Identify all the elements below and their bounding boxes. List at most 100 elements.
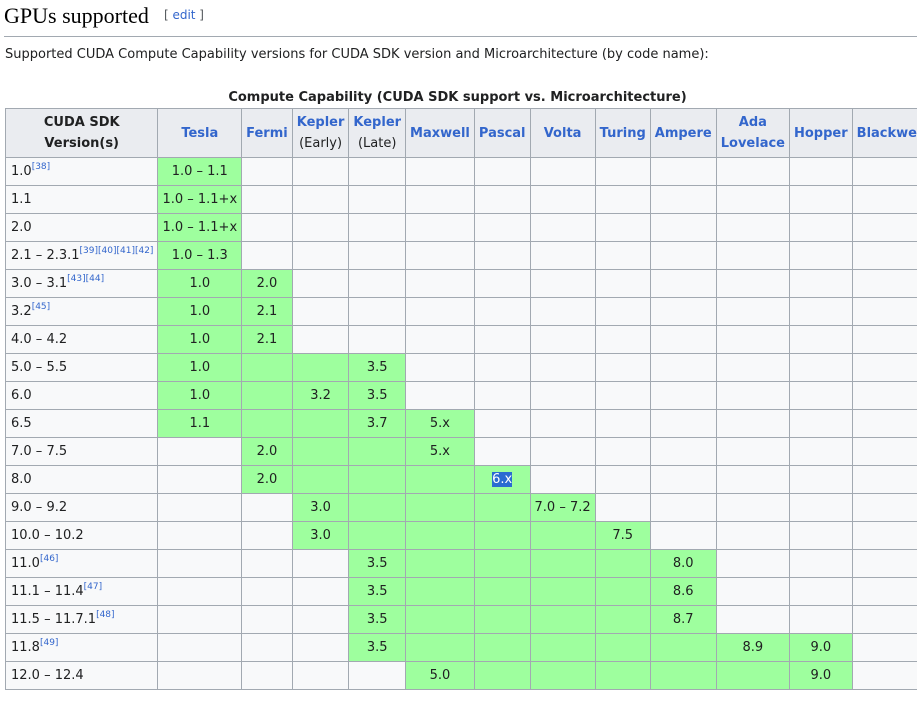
reference-link[interactable]: [49]	[39, 638, 59, 648]
supported-cell: 8.7	[649, 605, 717, 634]
empty-cell	[291, 269, 350, 298]
column-header-link[interactable]: Kepler	[353, 115, 401, 130]
column-header-link[interactable]: Ampere	[655, 126, 712, 141]
column-header-turing[interactable]: Turing	[594, 108, 651, 158]
empty-cell	[649, 213, 717, 242]
empty-cell	[715, 381, 791, 410]
supported-cell	[348, 521, 407, 550]
sdk-version-label: 2.1 – 2.3.1	[11, 248, 80, 263]
column-header-tesla[interactable]: Tesla	[157, 108, 243, 158]
section-heading: GPUs supported [ edit ]	[4, 2, 917, 37]
column-header-link[interactable]: Blackwell	[857, 126, 917, 141]
intro-text: Supported CUDA Compute Capability versio…	[5, 47, 709, 62]
sdk-version-label: 8.0	[11, 472, 32, 487]
column-header-link[interactable]: Turing	[600, 126, 646, 141]
reference-link[interactable]: [46]	[39, 554, 59, 564]
column-header-link-line2[interactable]: Lovelace	[721, 136, 785, 151]
empty-cell	[594, 409, 651, 438]
empty-cell	[157, 549, 243, 578]
capability-value: 1.0 – 1.3	[171, 248, 228, 263]
empty-cell	[789, 437, 853, 466]
supported-cell	[529, 661, 596, 690]
empty-cell	[715, 185, 791, 214]
column-header-fermi[interactable]: Fermi	[241, 108, 293, 158]
column-header-link[interactable]: Volta	[544, 126, 582, 141]
supported-cell: 9.0	[789, 661, 853, 690]
sdk-version-label: 10.0 – 10.2	[11, 528, 84, 543]
table-row: 9.0 – 9.2 3.0 7.0 – 7.2	[4, 493, 917, 522]
column-header-line1: Fermi	[246, 125, 288, 141]
supported-cell	[473, 577, 531, 606]
supported-cell	[473, 605, 531, 634]
table-row: 11.8[49] 3.5 8.9 9.0	[4, 633, 917, 662]
empty-cell	[789, 381, 853, 410]
empty-cell	[789, 549, 853, 578]
column-header-line1: Blackwell	[856, 125, 917, 141]
sdk-version-label: 12.0 – 12.4	[11, 668, 84, 683]
sdk-version-cell: 11.8[49]	[4, 633, 159, 662]
empty-cell	[649, 157, 717, 186]
column-header-link[interactable]: Hopper	[794, 126, 848, 141]
table-row: 8.0 2.0 6.x	[4, 465, 917, 494]
empty-cell	[789, 605, 853, 634]
reference-link[interactable]: [48]	[96, 610, 115, 620]
column-header-blackwell[interactable]: Blackwell	[851, 108, 917, 158]
supported-cell: 8.6	[649, 577, 717, 606]
empty-cell	[594, 325, 651, 354]
empty-cell	[529, 409, 596, 438]
column-header-kepler-late[interactable]: Kepler (Late)	[348, 108, 407, 158]
empty-cell	[157, 465, 243, 494]
capability-value: 3.5	[366, 388, 388, 403]
empty-cell	[594, 241, 651, 270]
supported-cell	[348, 493, 407, 522]
supported-cell	[715, 661, 791, 690]
column-header-ada-lovelace[interactable]: Ada Lovelace	[715, 108, 791, 158]
sdk-version-cell: 11.1 – 11.4[47]	[4, 577, 159, 606]
column-header-link[interactable]: Fermi	[246, 126, 288, 141]
column-header-link[interactable]: Ada	[739, 115, 767, 130]
empty-cell	[851, 605, 917, 634]
column-header-volta[interactable]: Volta	[529, 108, 596, 158]
empty-cell	[649, 493, 717, 522]
sdk-version-cell: 8.0	[4, 465, 159, 494]
column-header-maxwell[interactable]: Maxwell	[405, 108, 475, 158]
empty-cell	[157, 633, 243, 662]
empty-cell	[405, 241, 475, 270]
column-header-link[interactable]: Pascal	[479, 126, 526, 141]
empty-cell	[291, 605, 350, 634]
empty-cell	[473, 437, 531, 466]
column-header-link[interactable]: Tesla	[181, 126, 218, 141]
column-header-line2: (Late)	[357, 136, 397, 151]
column-header-hopper[interactable]: Hopper	[789, 108, 853, 158]
reference-link[interactable]: [39][40][41][42]	[79, 246, 154, 256]
column-header-line2: Lovelace	[720, 136, 785, 151]
edit-link[interactable]: edit	[172, 8, 196, 22]
capability-value: 1.0	[189, 388, 211, 403]
sdk-version-label: 6.0	[11, 388, 32, 403]
empty-cell	[649, 437, 717, 466]
reference-link[interactable]: [43][44]	[67, 274, 105, 284]
empty-cell	[241, 157, 293, 186]
empty-cell	[529, 325, 596, 354]
reference-link[interactable]: [45]	[31, 302, 51, 312]
corner-header-line2: Version(s)	[44, 136, 120, 151]
column-header-ampere[interactable]: Ampere	[649, 108, 717, 158]
column-header-kepler-early[interactable]: Kepler (Early)	[291, 108, 350, 158]
empty-cell	[291, 549, 350, 578]
column-header-link[interactable]: Kepler	[297, 115, 345, 130]
edit-bracket-open: [	[163, 8, 173, 22]
section-title: GPUs supported	[4, 3, 149, 28]
table-row: 11.5 – 11.7.1[48] 3.5 8.7	[4, 605, 917, 634]
empty-cell	[529, 241, 596, 270]
supported-cell	[405, 605, 475, 634]
supported-cell	[405, 633, 475, 662]
reference-link[interactable]: [38]	[31, 162, 51, 172]
empty-cell	[649, 465, 717, 494]
column-header-link[interactable]: Maxwell	[410, 126, 470, 141]
sdk-version-label: 7.0 – 7.5	[11, 444, 68, 459]
supported-cell	[473, 661, 531, 690]
column-header-pascal[interactable]: Pascal	[473, 108, 531, 158]
empty-cell	[851, 325, 917, 354]
reference-link[interactable]: [47]	[83, 582, 103, 592]
empty-cell	[529, 157, 596, 186]
